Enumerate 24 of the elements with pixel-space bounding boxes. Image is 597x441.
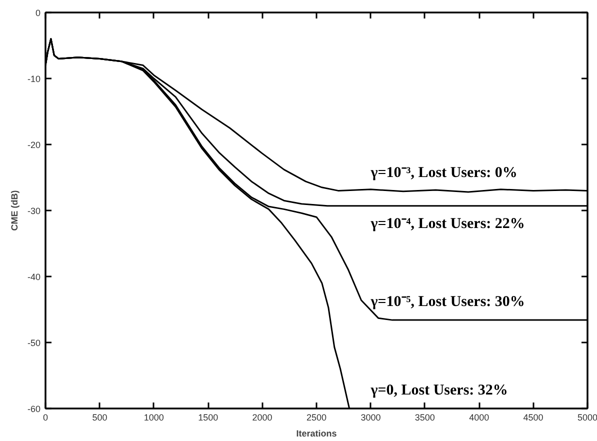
x-tick-label: 1000: [144, 412, 164, 422]
x-axis-title: Iterations: [296, 428, 337, 438]
y-axis-title: CME (dB): [9, 190, 20, 231]
x-tick-label: 4500: [523, 412, 544, 422]
x-tick-label: 500: [92, 412, 108, 422]
x-tick-label: 0: [42, 412, 48, 422]
x-tick-label: 3500: [414, 412, 435, 422]
y-tick-label: -60: [27, 404, 41, 414]
y-tick-label: -50: [27, 338, 41, 348]
y-tick-label: -30: [27, 206, 41, 216]
x-tick-label: 2500: [306, 412, 327, 422]
x-tick-label: 1500: [198, 412, 218, 422]
y-tick-label: 0: [35, 8, 41, 18]
y-tick-label: -20: [27, 140, 41, 150]
x-tick-label: 2000: [252, 412, 272, 422]
y-tick-label: -10: [27, 74, 41, 84]
series-label: γ=10⁻⁴, Lost Users: 22%: [370, 216, 525, 232]
series-label: γ=0, Lost Users: 32%: [370, 382, 508, 399]
series-label: γ=10⁻⁵, Lost Users: 30%: [370, 294, 525, 310]
x-tick-label: 3000: [360, 412, 381, 422]
x-tick-label: 4000: [469, 412, 490, 422]
y-tick-label: -40: [27, 272, 41, 282]
series-label: γ=10⁻³, Lost Users: 0%: [370, 164, 518, 181]
x-tick-label: 5000: [577, 412, 597, 422]
